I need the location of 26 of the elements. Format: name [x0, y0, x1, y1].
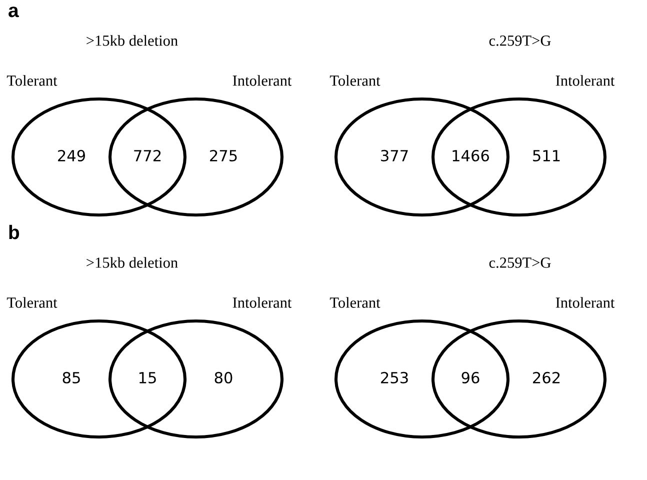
text: c.259T>G	[489, 36, 551, 46]
data-label: 80	[214, 372, 232, 384]
text: a	[8, 6, 19, 18]
category-label: Intolerant	[232, 75, 292, 86]
data-label: 275	[210, 150, 237, 162]
category-label: Tolerant	[330, 297, 380, 308]
data-label: 85	[62, 372, 80, 384]
data-label: 262	[533, 372, 560, 384]
category-label: Tolerant	[6, 297, 58, 308]
category-label: Intolerant	[232, 297, 292, 308]
data-label: 253	[381, 372, 408, 384]
text: >15kb deletion	[86, 257, 178, 268]
category-label: Tolerant	[330, 75, 380, 86]
category-label: Tolerant	[6, 75, 58, 86]
data-label: 511	[533, 150, 560, 162]
data-label: 96	[462, 372, 480, 384]
category-label: Intolerant	[556, 297, 615, 308]
data-label: 772	[134, 150, 161, 162]
data-label: 15	[139, 372, 156, 384]
category-label: Intolerant	[556, 75, 615, 86]
text: >15kb deletion	[86, 35, 178, 46]
data-label: 249	[58, 150, 86, 162]
data-label: 377	[381, 150, 408, 162]
text: c.259T>G	[489, 258, 551, 268]
text: b	[9, 224, 20, 240]
data-label: 1466	[452, 150, 489, 162]
